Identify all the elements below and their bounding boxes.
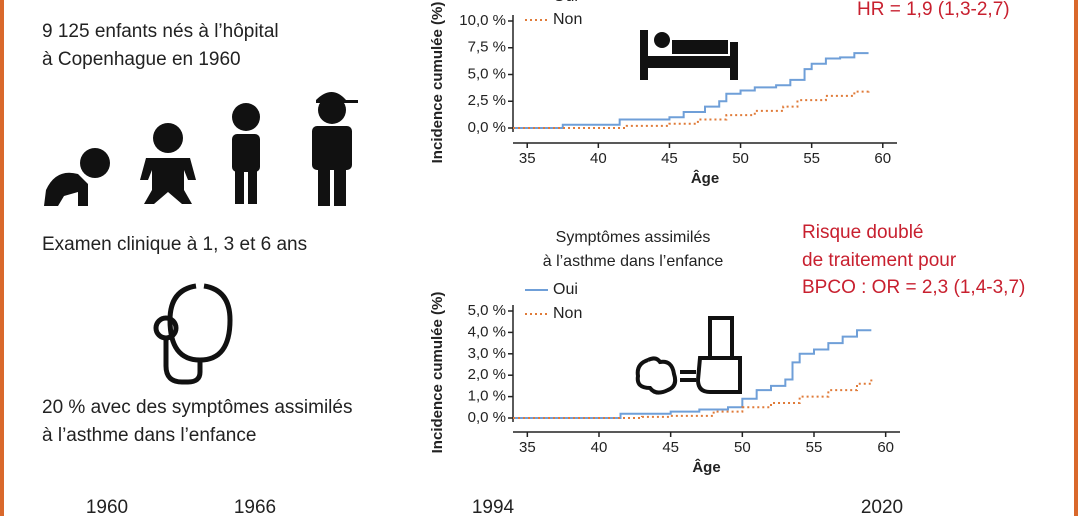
y-tick-label: 7,5 % bbox=[468, 39, 506, 56]
y-axis-label: Incidence cumulée (%) bbox=[429, 292, 446, 454]
series-line bbox=[513, 379, 873, 419]
x-tick-label: 40 bbox=[591, 439, 608, 456]
annotation: HR = 1,9 (1,3-2,7) bbox=[857, 0, 1010, 20]
x-tick-label: 45 bbox=[662, 439, 679, 456]
exam-text: Examen clinique à 1, 3 et 6 ans bbox=[42, 234, 307, 255]
chart-title: à l’asthme dans l’enfance bbox=[543, 253, 724, 270]
legend-label: Non bbox=[553, 305, 582, 322]
y-tick-label: 3,0 % bbox=[468, 345, 506, 362]
legend-label: Non bbox=[553, 11, 582, 28]
intro-line: à Copenhague en 1960 bbox=[42, 49, 241, 70]
legend-label: Oui bbox=[553, 0, 578, 5]
y-tick-label: 2,5 % bbox=[468, 92, 506, 109]
bed-icon bbox=[640, 30, 738, 80]
x-tick-label: 45 bbox=[661, 150, 678, 167]
annotation: BPCO : OR = 2,3 (1,4-3,7) bbox=[802, 277, 1025, 298]
x-tick-label: 50 bbox=[734, 439, 751, 456]
y-tick-label: 1,0 % bbox=[468, 388, 506, 405]
symptoms-line: à l’asthme dans l’enfance bbox=[42, 425, 256, 446]
series-line bbox=[513, 89, 870, 129]
year: 1994 bbox=[472, 497, 515, 516]
x-axis-label: Âge bbox=[692, 458, 720, 476]
x-tick-label: 40 bbox=[590, 150, 607, 167]
legend-label: Oui bbox=[553, 281, 578, 298]
x-tick-label: 60 bbox=[877, 439, 894, 456]
y-tick-label: 4,0 % bbox=[468, 323, 506, 340]
y-tick-label: 5,0 % bbox=[468, 302, 506, 319]
year: 2020 bbox=[861, 497, 903, 516]
y-tick-label: 0,0 % bbox=[468, 119, 506, 136]
y-tick-label: 0,0 % bbox=[468, 409, 506, 426]
series-line bbox=[513, 52, 869, 129]
year: 1960 bbox=[86, 497, 128, 516]
y-tick-label: 10,0 % bbox=[459, 12, 506, 29]
x-tick-label: 60 bbox=[874, 150, 891, 167]
annotation: Risque doublé bbox=[802, 222, 923, 243]
y-axis-label: Incidence cumulée (%) bbox=[429, 2, 446, 164]
series-line bbox=[513, 329, 872, 419]
year: 1966 bbox=[234, 497, 276, 516]
x-tick-label: 55 bbox=[806, 439, 823, 456]
inhaler-icon bbox=[635, 316, 742, 395]
x-tick-label: 50 bbox=[732, 150, 749, 167]
x-tick-label: 35 bbox=[519, 150, 536, 167]
intro-line: 9 125 enfants nés à l’hôpital bbox=[42, 21, 279, 42]
x-tick-label: 35 bbox=[519, 439, 536, 456]
annotation: de traitement pour bbox=[802, 250, 957, 271]
stethoscope-icon bbox=[153, 283, 233, 385]
y-tick-label: 5,0 % bbox=[468, 65, 506, 82]
symptoms-line: 20 % avec des symptômes assimilés bbox=[42, 397, 352, 418]
x-tick-label: 55 bbox=[803, 150, 820, 167]
x-axis-label: Âge bbox=[691, 169, 719, 187]
chart-title: Symptômes assimilés bbox=[556, 229, 711, 246]
people-icons bbox=[44, 92, 358, 206]
y-tick-label: 2,0 % bbox=[468, 366, 506, 383]
